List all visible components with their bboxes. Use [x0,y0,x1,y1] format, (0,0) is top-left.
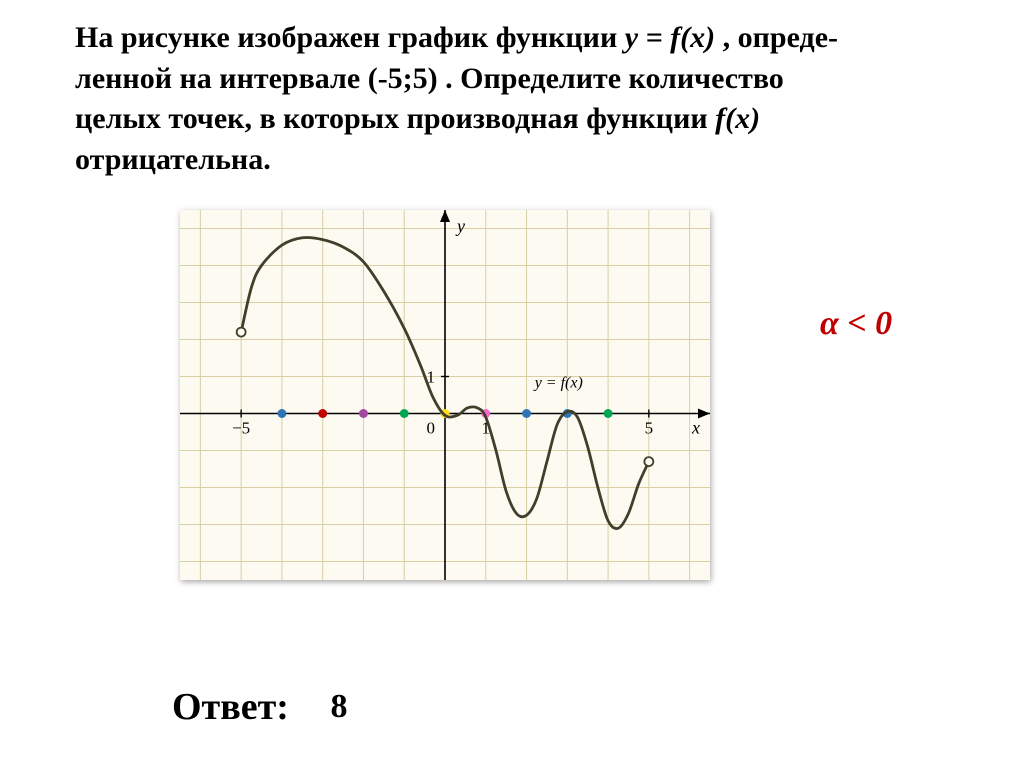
problem-line2: ленной на интервале (-5;5) . Определите … [75,62,784,95]
svg-text:y = f(x): y = f(x) [533,375,583,392]
chart-svg: 015−51xyy = f(x) [180,210,710,580]
alpha-annotation: α < 0 [820,305,892,343]
problem-line1b: y = f(x) [625,21,715,54]
problem-line3a: целых точек, в которых производная функц… [75,102,715,135]
problem-line1a: На рисунке изображен график функции [75,21,625,54]
answer-value: 8 [330,688,347,725]
svg-text:x: x [691,418,700,438]
svg-text:5: 5 [645,419,654,438]
page-root: На рисунке изображен график функции y = … [0,0,1024,767]
problem-line1c: , опреде- [715,21,838,54]
answer-label: Ответ: [172,686,289,728]
problem-line3b: f(x) [715,102,760,135]
chart-container: 015−51xyy = f(x) [180,210,710,580]
svg-text:y: y [455,216,465,236]
svg-text:−5: −5 [232,419,250,438]
problem-statement: На рисунке изображен график функции y = … [75,18,955,180]
answer-row: Ответ: 8 [172,685,347,729]
svg-text:0: 0 [427,419,436,438]
problem-line4: отрицательна. [75,143,271,176]
